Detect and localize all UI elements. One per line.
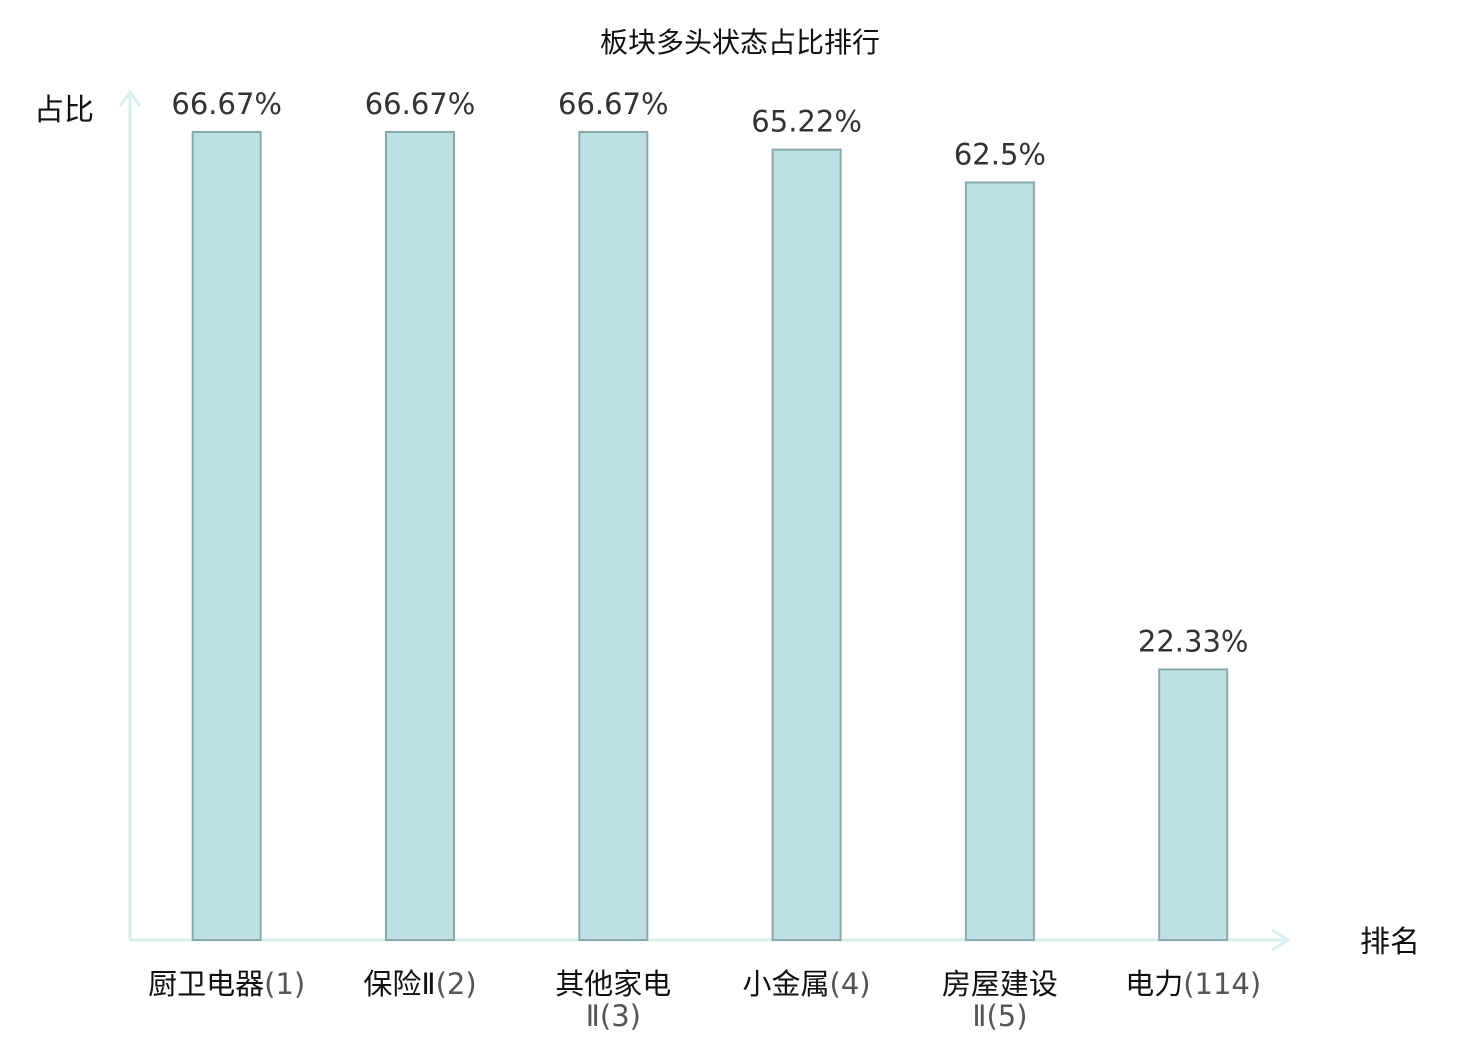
bar-3: [578, 131, 649, 941]
x-tick-label-1: 厨卫电器(1): [148, 967, 305, 1001]
x-tick-label-4: 小金属(4): [743, 967, 871, 1001]
value-label-1: 66.67%: [171, 87, 282, 121]
bar-2: [385, 131, 455, 941]
value-labels: 66.67% 66.67% 66.67% 65.22% 62.5% 22.33%: [171, 87, 1248, 658]
x-tick-label-3: 其他家电 Ⅱ(3): [555, 967, 671, 1033]
bar-5: [964, 181, 1035, 941]
y-axis-arrow: [118, 89, 142, 107]
bar-1: [191, 131, 262, 941]
bar-6: [1158, 668, 1229, 942]
x-tick-label-5: 房屋建设 Ⅱ(5): [942, 967, 1058, 1033]
x-tick-label-2: 保险Ⅱ(2): [363, 967, 476, 1001]
bars: [191, 131, 1229, 942]
value-label-5: 62.5%: [954, 138, 1046, 172]
bar-4: [771, 148, 842, 942]
value-label-2: 66.67%: [365, 87, 476, 121]
x-tick-labels: 厨卫电器(1) 保险Ⅱ(2) 其他家电 Ⅱ(3) 小金属(4) 房屋建设 Ⅱ(5) 电力(11…: [148, 967, 1261, 1033]
value-label-4: 65.22%: [751, 105, 862, 139]
x-axis-arrow: [1271, 928, 1291, 952]
axes: [118, 89, 1291, 952]
chart-title: 板块多头状态占比排行: [600, 26, 880, 59]
x-axis-label: 排名: [1360, 925, 1420, 960]
value-label-6: 22.33%: [1138, 624, 1249, 658]
x-tick-label-6: 电力(114): [1125, 967, 1261, 1001]
y-axis-label: 占比: [34, 93, 94, 128]
value-label-3: 66.67%: [558, 87, 669, 121]
